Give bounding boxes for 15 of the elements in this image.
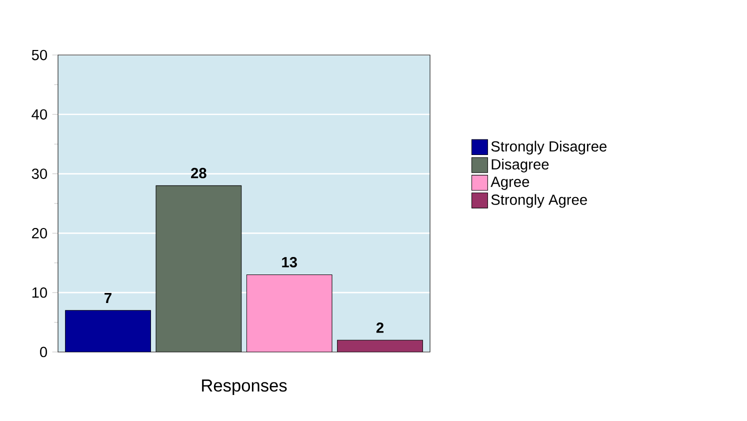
data-label: 2 <box>376 322 384 333</box>
legend-label: Strongly Disagree <box>491 140 607 154</box>
y-tick-label: 40 <box>32 109 48 120</box>
y-tick-label: 30 <box>32 168 48 179</box>
y-tick-label: 20 <box>32 228 48 238</box>
x-axis-title: Responses <box>202 380 287 396</box>
legend-label: Disagree <box>492 158 549 172</box>
y-tick-label: 10 <box>32 287 48 298</box>
data-label: 28 <box>191 168 206 178</box>
y-tick-label: 50 <box>32 50 48 60</box>
legend-label: Strongly Agree <box>491 194 587 208</box>
y-tick-label: 0 <box>40 346 48 358</box>
data-label: 13 <box>282 257 297 268</box>
legend-label: Agree <box>490 176 530 190</box>
data-label: 7 <box>104 292 112 304</box>
